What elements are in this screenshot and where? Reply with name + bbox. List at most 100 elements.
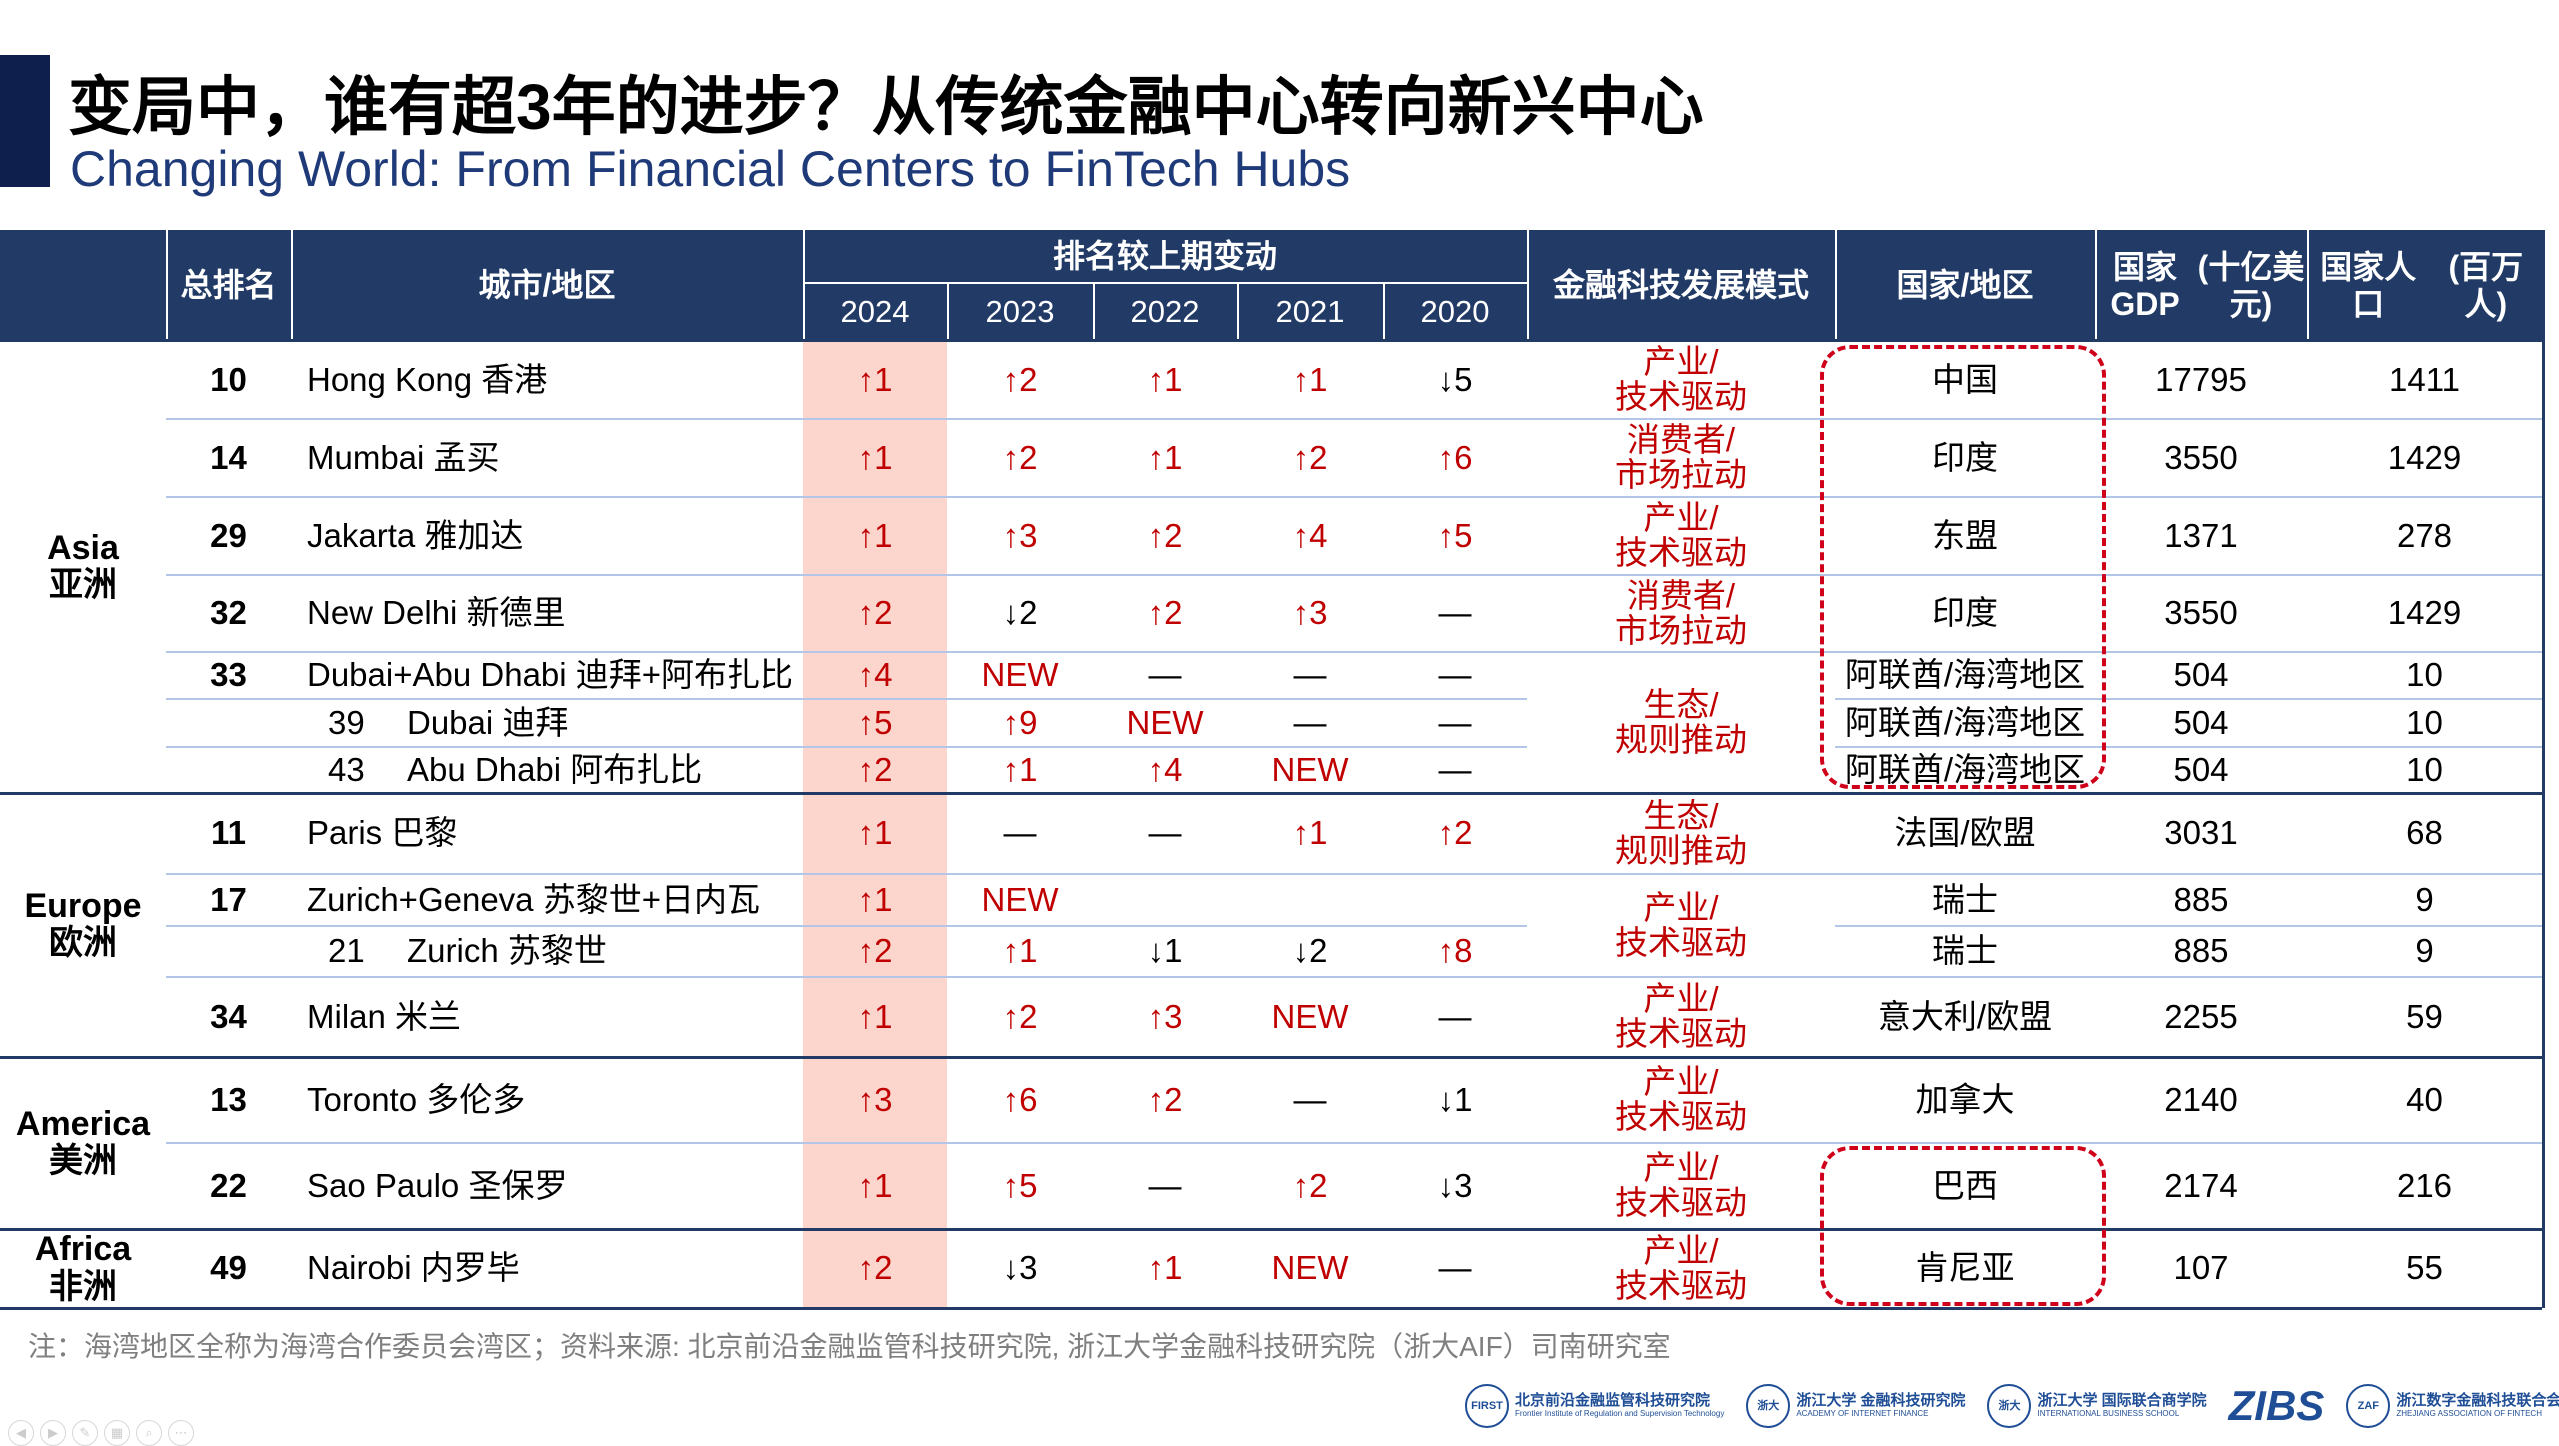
- mode-line: 技术驱动: [1615, 1098, 1747, 1135]
- rank-change-2020: —: [1438, 1249, 1472, 1287]
- mode-cell: 产业/技术驱动: [1527, 1143, 1835, 1229]
- group-divider: [0, 792, 2542, 795]
- region-label: America: [15, 1104, 151, 1143]
- region-label: 亚洲: [49, 566, 117, 604]
- mode-line: 技术驱动: [1615, 378, 1747, 415]
- rank-cell: 22: [210, 1166, 247, 1204]
- header-population-line: 国家人口: [2320, 248, 2417, 322]
- row-divider: [166, 746, 1527, 748]
- page-subtitle: Changing World: From Financial Centers t…: [70, 141, 1351, 197]
- grid-icon[interactable]: ▦: [104, 1420, 130, 1446]
- rank-cell: 11: [211, 814, 246, 852]
- header-divider: [1383, 282, 1385, 341]
- rank-change-2024: ↑1: [857, 1166, 893, 1204]
- rank-cell: 14: [210, 438, 247, 476]
- gdp-cell: 107: [2173, 1249, 2229, 1287]
- prev-icon[interactable]: ◀: [8, 1420, 34, 1446]
- rank-change-2022: ↑1: [1147, 360, 1183, 398]
- mode-line: 生态/: [1643, 685, 1719, 723]
- zibs-logo-text: ZIBS: [2228, 1381, 2325, 1429]
- mode-line: 产业/: [1643, 980, 1719, 1018]
- source-note: 注：海湾地区全称为海湾合作委员会湾区；资料来源: 北京前沿金融监管科技研究院, …: [28, 1331, 1671, 1362]
- rank-change-2021: ↑3: [1292, 594, 1328, 632]
- header-rank: 总排名: [180, 267, 277, 304]
- rank-change-2021: —: [1293, 1080, 1327, 1118]
- mode-cell: 生态/规则推动: [1527, 793, 1835, 874]
- region-label: 美洲: [49, 1142, 117, 1180]
- rank-change-2024: ↑2: [857, 750, 893, 788]
- logo-subname: Frontier Institute of Regulation and Sup…: [1515, 1408, 1725, 1418]
- group-divider: [0, 1307, 2542, 1310]
- rank-change-2021: —: [1293, 656, 1327, 694]
- logo-emblem-icon: ZAF: [2346, 1384, 2391, 1428]
- mode-line: 技术驱动: [1615, 1266, 1747, 1304]
- header-population: 国家人口 (百万人): [2307, 230, 2542, 341]
- logo-name: 浙江数字金融科技联合会: [2396, 1392, 2559, 1410]
- zoom-icon[interactable]: ⌕: [136, 1420, 162, 1446]
- rank-change-2022: —: [1148, 814, 1182, 852]
- region-label: Asia: [47, 528, 119, 567]
- rank-change-2023: NEW: [981, 656, 1059, 694]
- header-divider: [2307, 230, 2309, 341]
- rank-change-2024: ↑2: [857, 932, 893, 970]
- mode-line: 技术驱动: [1615, 1184, 1747, 1221]
- header-country: 国家/地区: [1896, 267, 2034, 304]
- row-divider: [1835, 925, 2542, 927]
- header-divider: [947, 282, 949, 341]
- rank-change-2022: ↓1: [1147, 932, 1183, 970]
- header-gdp-line: 国家GDP: [2110, 248, 2180, 322]
- mode-line: 技术驱动: [1615, 1015, 1747, 1052]
- logo-subname: ZHEJIANG ASSOCIATION OF FINTECH: [2396, 1408, 2542, 1418]
- pen-icon[interactable]: ✎: [72, 1420, 98, 1446]
- gdp-cell: 2174: [2164, 1166, 2238, 1204]
- rank-change-2020: ↑6: [1437, 438, 1473, 476]
- rank-cell: 43: [328, 750, 365, 788]
- country-cell: 瑞士: [1932, 932, 1998, 970]
- rank-change-2023: ↑3: [1002, 516, 1038, 554]
- more-icon[interactable]: ⋯: [168, 1420, 194, 1446]
- rank-change-2021: NEW: [1271, 997, 1349, 1035]
- header-population-line: (百万人): [2448, 248, 2524, 322]
- next-icon[interactable]: ▶: [40, 1420, 66, 1446]
- country-cell: 加拿大: [1915, 1080, 2015, 1118]
- country-cell: 阿联酋/海湾地区: [1844, 750, 2086, 788]
- city-cell: Mumbai 孟买: [307, 438, 500, 476]
- partner-logos: FIRST 北京前沿金融监管科技研究院 Frontier Institute of …: [1465, 1378, 2559, 1434]
- population-cell: 59: [2406, 997, 2443, 1035]
- mode-line: 产业/: [1643, 499, 1719, 537]
- city-cell: Hong Kong 香港: [307, 360, 548, 398]
- population-cell: 10: [2406, 703, 2443, 741]
- header-year-2020: 2020: [1420, 293, 1490, 329]
- mode-line: 市场拉动: [1615, 456, 1747, 493]
- country-cell: 肯尼亚: [1915, 1249, 2015, 1287]
- rank-change-2023: ↑2: [1002, 997, 1038, 1035]
- gdp-cell: 3031: [2164, 814, 2238, 852]
- gdp-cell: 504: [2173, 703, 2229, 741]
- header-year-2024: 2024: [840, 293, 910, 329]
- row-divider: [166, 1142, 2542, 1144]
- rank-change-2022: ↑3: [1147, 997, 1183, 1035]
- city-cell: Sao Paulo 圣保罗: [307, 1166, 568, 1204]
- mode-line: 消费者/: [1626, 421, 1736, 459]
- rank-change-2024: ↑3: [857, 1080, 893, 1118]
- population-cell: 1429: [2387, 438, 2462, 476]
- region-europe: Europe 欧洲: [0, 793, 166, 1057]
- group-divider: [0, 1228, 2542, 1231]
- mode-line: 生态/: [1643, 796, 1719, 834]
- rank-change-2024: ↑5: [857, 703, 893, 741]
- logo-emblem-icon: FIRST: [1465, 1384, 1509, 1428]
- rank-change-2021: ↑1: [1292, 360, 1328, 398]
- header-divider: [1527, 230, 1529, 341]
- country-cell: 东盟: [1932, 516, 1998, 554]
- country-cell: 印度: [1932, 438, 1998, 476]
- rank-cell: 10: [210, 360, 247, 398]
- rank-change-2021: [1237, 874, 1383, 926]
- rank-change-2020: [1383, 874, 1527, 926]
- header-gdp-line: (十亿美元): [2197, 248, 2305, 322]
- mode-line: 产业/: [1643, 1149, 1719, 1187]
- header-mode: 金融科技发展模式: [1552, 267, 1809, 304]
- region-asia: Asia 亚洲: [0, 341, 166, 793]
- mode-cell: 产业/技术驱动: [1527, 1229, 1835, 1308]
- region-africa: Africa 非洲: [0, 1229, 166, 1308]
- logo-name: 浙江大学 国际联合商学院: [2037, 1392, 2207, 1410]
